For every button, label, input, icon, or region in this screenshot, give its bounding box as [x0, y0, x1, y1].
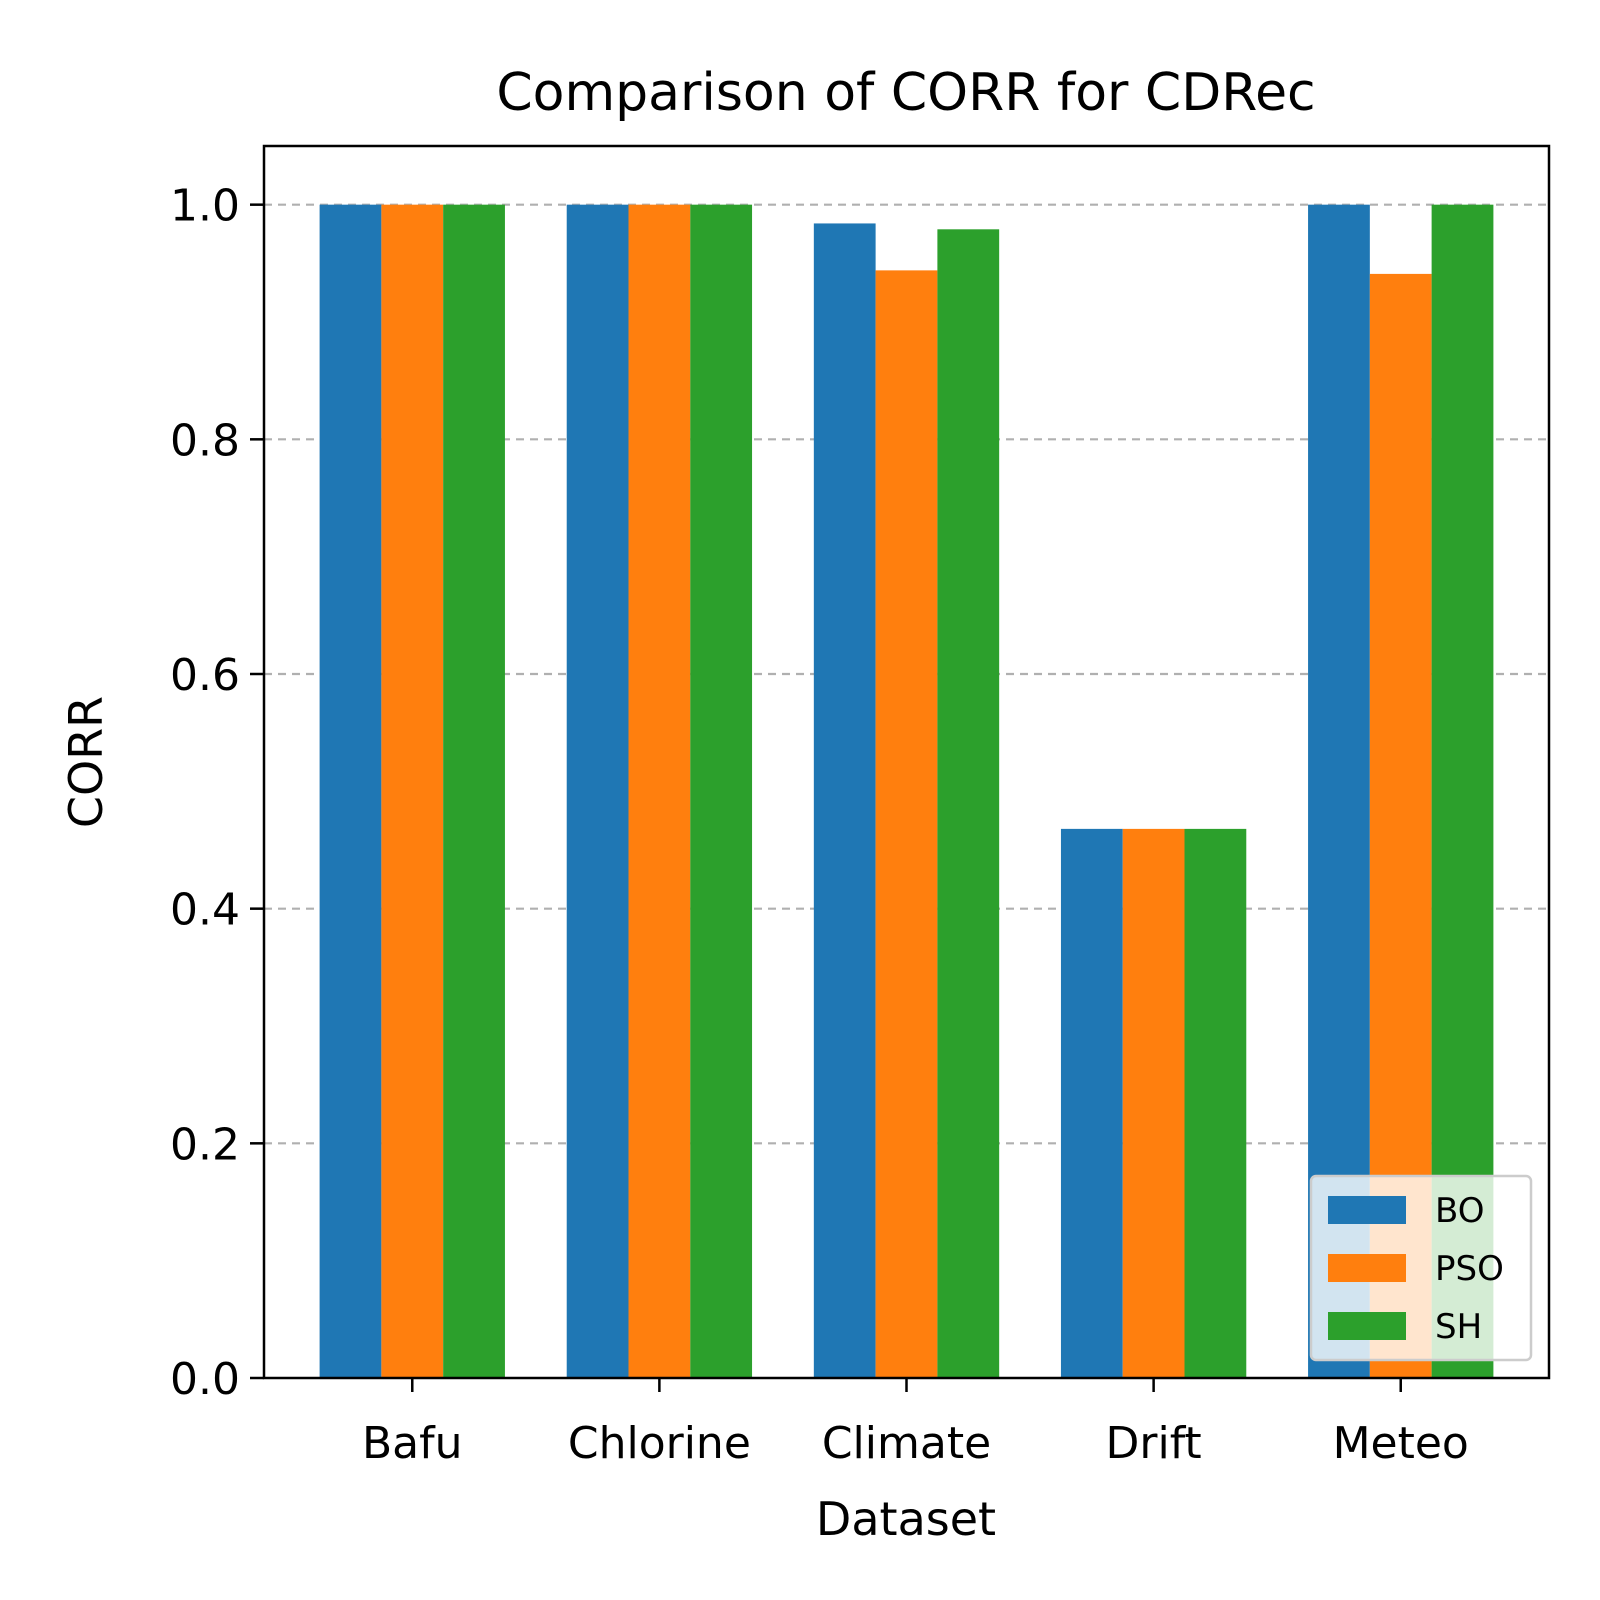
bar-sh-chlorine — [690, 204, 753, 1379]
legend-swatch — [1328, 1254, 1406, 1282]
y-tick-label: 0.0 — [170, 1354, 240, 1405]
bar-sh-drift — [1184, 828, 1247, 1378]
bar-sh-climate — [937, 229, 1000, 1379]
x-tick-label: Drift — [1106, 1418, 1202, 1469]
x-tick-label: Climate — [822, 1418, 991, 1469]
bar-bo-drift — [1060, 828, 1123, 1378]
x-tick-label: Meteo — [1333, 1418, 1469, 1469]
bar-bo-chlorine — [566, 204, 629, 1379]
legend-label: SH — [1435, 1307, 1482, 1347]
bar-bo-bafu — [319, 204, 382, 1379]
y-tick-label: 0.6 — [170, 650, 240, 701]
x-tick-label: Bafu — [362, 1418, 463, 1469]
bar-bo-climate — [813, 223, 876, 1379]
bar-sh-bafu — [443, 204, 505, 1379]
legend-swatch — [1328, 1312, 1406, 1340]
legend: BO PSO SH — [1309, 1174, 1533, 1362]
legend-label: BO — [1435, 1191, 1485, 1231]
y-tick-label: 0.2 — [170, 1119, 240, 1170]
y-axis: 0.0 0.2 0.4 0.6 0.8 1.0 — [170, 181, 264, 1405]
x-axis: Bafu Chlorine Climate Drift Meteo — [362, 1378, 1469, 1469]
y-axis-label: CORR — [59, 696, 113, 828]
y-tick-label: 0.4 — [170, 885, 240, 936]
bar-pso-drift — [1122, 828, 1185, 1378]
x-tick-label: Chlorine — [568, 1418, 751, 1469]
y-tick-label: 0.8 — [170, 415, 240, 466]
legend-label: PSO — [1435, 1249, 1504, 1289]
bar-pso-chlorine — [628, 204, 691, 1379]
bars — [319, 204, 1494, 1379]
x-axis-label: Dataset — [816, 1492, 996, 1546]
bar-pso-bafu — [381, 204, 444, 1379]
legend-swatch — [1328, 1196, 1406, 1224]
y-tick-label: 1.0 — [170, 181, 240, 232]
bar-pso-climate — [875, 270, 938, 1379]
chart-title: Comparison of CORR for CDRec — [496, 63, 1315, 123]
